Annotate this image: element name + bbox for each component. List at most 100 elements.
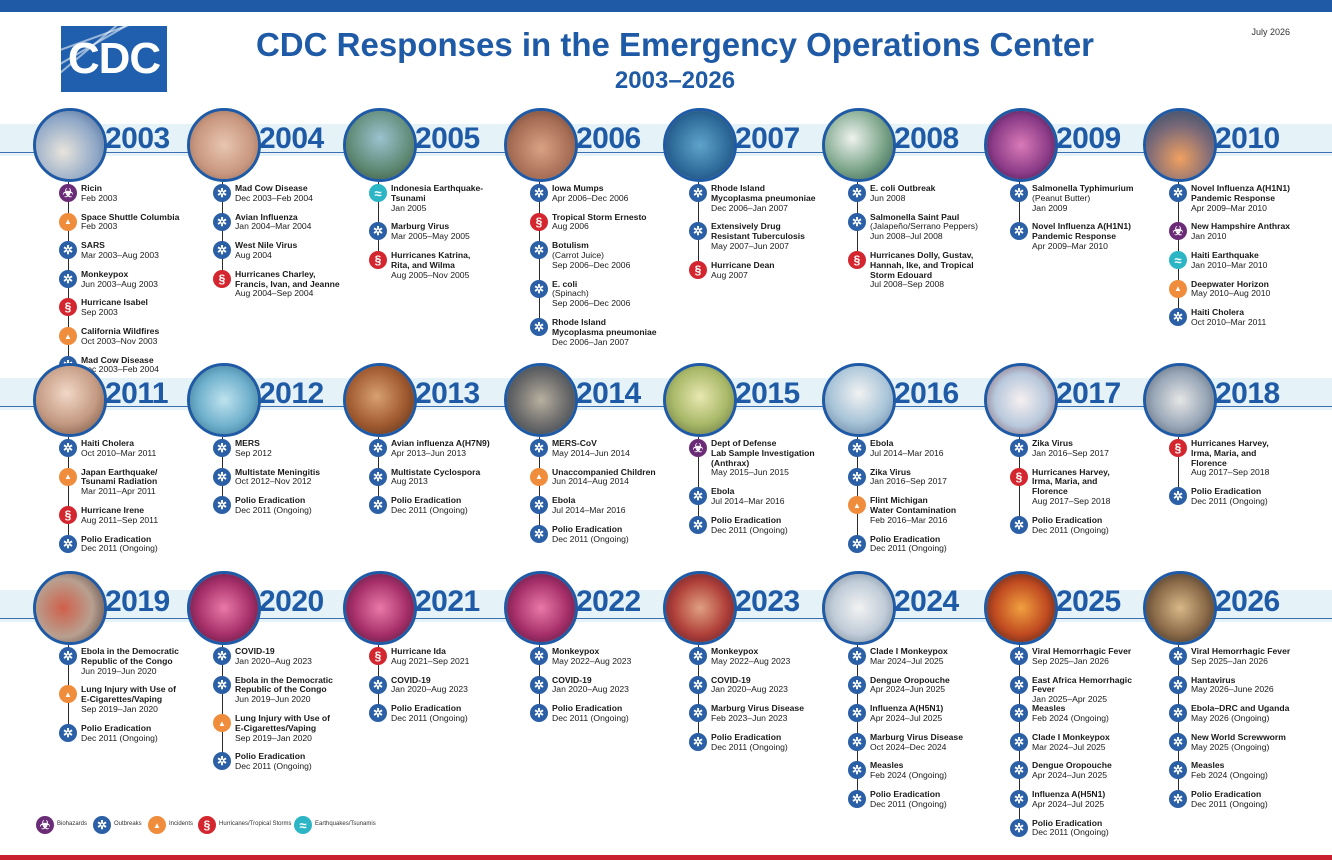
response-text: Polio Eradication Dec 2011 (Ongoing) [1191,789,1309,810]
response-text: Dept of Defense Lab Sample Investigation(… [711,438,829,478]
year-photo-image [346,366,414,434]
response-name: Viral Hemorrhagic Fever [1032,646,1132,656]
response-name: Flint Michigan [870,495,928,506]
year-photo-image [987,366,1055,434]
response-dates: May 2022–Aug 2023 [552,655,632,666]
response-text: Hantavirus May 2026–June 2026 [1191,675,1309,696]
response-name: Hurricanes Katrina, [391,250,471,260]
response-dates: Jan 2016–Sep 2017 [870,476,947,487]
response-note: (Jalapeño/Serrano Peppers) [870,221,978,232]
year-photo-2012 [187,363,261,437]
response-dates: Aug 2006 [552,221,589,232]
year-photo-image [507,111,575,179]
response-name: MERS-CoV [552,438,597,448]
year-connector-line [68,437,69,544]
response-name: Measles [1191,760,1225,771]
response-dates: Jan 2020–Aug 2023 [711,684,788,695]
hurricane-icon [1169,439,1187,457]
response-dates: Mar 2011–Apr 2011 [81,486,156,497]
response-text: Ebola Jul 2014–Mar 2016 [870,438,988,459]
year-photo-image [666,111,734,179]
response-text: Dengue Oropouche Apr 2024–Jun 2025 [870,675,988,696]
year-label: 2014 [576,377,641,410]
year-photo-2021 [343,571,417,645]
response-name: Tropical Storm Ernesto [552,211,647,222]
response-dates: Mar 2024–Jul 2025 [1032,741,1106,752]
response-text: Ebola–DRC and Uganda May 2026 (Ongoing) [1191,703,1309,724]
year-column-2010: 2010 Novel Influenza A(H1N1)Pandemic Resp… [1143,108,1305,368]
response-dates: Jan 2010 [1191,231,1227,242]
response-text: Viral Hemorrhagic Fever Sep 2025–Jan 2026 [1032,646,1150,667]
response-text: Polio Eradication Dec 2011 (Ongoing) [870,533,988,555]
response-name: Clade I Monkeypox [1032,731,1110,742]
response-dates: Aug 2017–Sep 2018 [1191,467,1270,478]
outbreak-icon [530,675,548,694]
year-photo-2026 [1143,571,1217,645]
quake-icon [294,816,312,834]
year-photo-2004 [187,108,261,182]
outbreak-icon [369,704,387,723]
response-text: Deepwater Horizon May 2010–Aug 2010 [1191,279,1309,300]
outbreak-icon [369,496,387,515]
response-name: Hurricane Irene [81,505,145,515]
response-name: E-Cigarettes/Vaping [81,694,163,705]
response-text: COVID-19 Jan 2020–Aug 2023 [552,675,670,696]
response-text: Rhode Island Mycoplasma pneumoniae Dec 200… [552,317,670,347]
response-text: West Nile Virus Aug 2004 [235,240,353,261]
response-text: Viral Hemorrhagic Fever Sep 2025–Jan 2026 [1191,646,1309,667]
response-text: Mad Cow Disease Dec 2003–Feb 2004 [81,355,199,376]
response-dates: Jul 2008–Sep 2008 [870,279,945,290]
outbreak-icon [689,515,707,534]
response-text: Zika Virus Jan 2016–Sep 2017 [870,467,988,488]
outbreak-icon [530,496,548,515]
year-column-2003: 2003RicinFeb 2003Space Shuttle ColumbiaF… [33,108,195,374]
outbreak-icon [59,534,77,553]
response-text: Polio Eradication Dec 2011 (Ongoing) [391,495,509,516]
outbreak-icon [93,816,111,834]
response-name: Salmonella Saint Paul [870,211,960,222]
response-dates: Dec 2011 (Ongoing) [391,712,468,723]
response-text: Hurricane Ida Aug 2021–Sep 2021 [391,646,509,667]
hurricane-icon [213,269,231,288]
response-name: E-Cigarettes/Vaping [235,722,317,733]
response-text: Hurricane Dean Aug 2007 [711,260,829,281]
year-photo-2006 [504,108,578,182]
response-dates: Feb 2024 (Ongoing) [870,770,947,781]
biohazard-icon [36,816,54,834]
response-dates: Mar 2024–Jul 2025 [870,655,944,666]
response-name: Hurricane Isabel [81,297,148,308]
outbreak-icon [530,647,548,665]
outbreak-icon [848,675,866,694]
response-name: Mycoplasma pneumoniae [552,326,657,337]
response-name: SARS [81,240,105,251]
response-dates: Oct 2010–Mar 2011 [1191,316,1267,327]
response-name: Ebola in the Democratic [235,674,333,685]
response-text: Unaccompanied Children Jun 2014–Aug 2014 [552,467,670,488]
response-name: Japan Earthquake/ [81,466,158,477]
outbreak-icon [1010,184,1028,202]
year-label: 2005 [415,122,480,155]
response-name: Indonesia Earthquake- [391,183,484,193]
legend-label: Hurricanes/Tropical Storms [219,821,292,827]
response-name: Polio Eradication [870,533,941,544]
outbreak-icon [689,184,707,202]
year-label: 2006 [576,122,641,155]
response-dates: Apr 2024–Jul 2025 [870,712,943,723]
page-subtitle: 2003–2026 [614,67,736,94]
response-dates: Jun 2019–Jun 2020 [81,665,157,676]
outbreak-icon [1010,515,1028,534]
response-name: Storm Edouard [870,269,933,280]
year-label: 2024 [894,585,959,618]
response-text: Polio Eradication Dec 2011 (Ongoing) [552,524,670,545]
response-name: Polio Eradication [1191,789,1262,799]
year-connector-line [222,645,223,762]
hurricane-icon [530,212,548,231]
response-name: Irma, Maria, and [1191,447,1257,458]
response-dates: Jan 2025–Apr 2025 [1032,694,1108,705]
response-dates: Sep 2025–Jan 2026 [1191,655,1268,666]
response-dates: Jan 2010–Mar 2010 [1191,259,1268,270]
